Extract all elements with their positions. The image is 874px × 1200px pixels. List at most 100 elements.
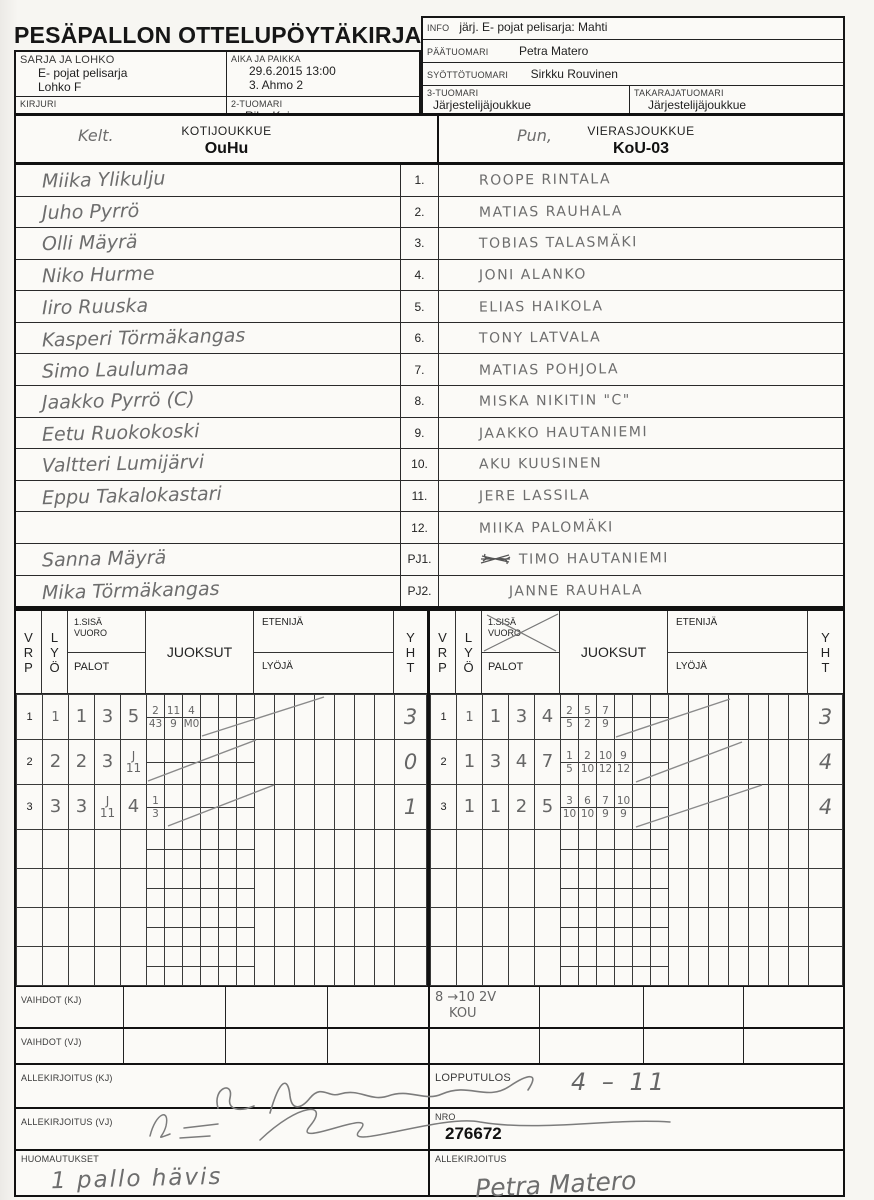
final-score: 4 – 11 bbox=[570, 1068, 669, 1096]
signature-vj-nro-row: ALLEKIRJOITUS (VJ) NRO 276672 bbox=[14, 1109, 845, 1151]
etenija-cell bbox=[688, 739, 709, 785]
vaihdot-cell bbox=[124, 987, 226, 1027]
lyo-column-header: L Y Ö bbox=[456, 611, 482, 693]
juoksut-cell bbox=[146, 739, 165, 785]
roster-number: 9. bbox=[400, 417, 439, 449]
kirjuri-label: KIRJURI bbox=[20, 99, 57, 109]
lopputulos-cell: LOPPUTULOS 4 – 11 bbox=[430, 1065, 843, 1107]
aika-value-1: 29.6.2015 13:00 bbox=[249, 64, 336, 78]
info-value: järj. E- pojat pelisarja: Mahti bbox=[459, 20, 608, 34]
syottotuomari-label: SYÖTTÖTUOMARI bbox=[427, 70, 509, 80]
juoksut-cell bbox=[236, 784, 255, 830]
tuomari3-label: 3-TUOMARI bbox=[427, 88, 479, 98]
home-score-grid: V R P L Y Ö 1.SISÄ VUORO PALOT JUOKSUT ET… bbox=[14, 608, 428, 988]
palot-cell: 4 bbox=[120, 784, 147, 830]
roster-number: 4. bbox=[400, 259, 439, 291]
vaihdot-cell bbox=[540, 1029, 644, 1063]
palot-cell: 1 bbox=[68, 694, 95, 740]
nro-cell: NRO 276672 bbox=[430, 1109, 843, 1149]
roster-number: 11. bbox=[400, 480, 439, 512]
roster-row-6: Kasperi Törmäkangas 6. TONY LATVALA bbox=[16, 322, 843, 355]
away-team-name: KoU-03 bbox=[612, 140, 669, 157]
vaihdot-note-cell: 8 →10 2V KOU bbox=[430, 987, 540, 1027]
vuoro-label: VUORO bbox=[74, 627, 108, 638]
away-player-name: MISKA NIKITIN "C" bbox=[478, 392, 631, 411]
yht-letter: T bbox=[821, 659, 830, 675]
match-number: 276672 bbox=[445, 1124, 502, 1143]
lyo-letter: Y bbox=[464, 644, 473, 660]
paatuomari-row: PÄÄTUOMARI Petra Matero bbox=[423, 40, 843, 63]
lyo-value: 1 bbox=[463, 795, 476, 817]
huomautukset-cell: HUOMAUTUKSET 1 pallo hävis bbox=[16, 1151, 430, 1195]
inning-total: 3 bbox=[818, 705, 833, 729]
roster-number: 3. bbox=[400, 228, 439, 259]
lyo-value: 3 bbox=[49, 795, 62, 817]
juoksut-cell bbox=[614, 694, 633, 740]
etenija-cell bbox=[788, 694, 809, 740]
away-player-name: TOBIAS TALASMÄKI bbox=[478, 234, 638, 253]
away-player-name: ELIAS HAIKOLA bbox=[478, 297, 604, 316]
juoksut-cell bbox=[650, 739, 669, 785]
vaihdot-vj-row: VAIHDOT (VJ) bbox=[14, 1029, 845, 1065]
palot-cell: J 11 bbox=[120, 739, 147, 785]
away-inning-row-empty bbox=[430, 907, 843, 947]
score-grid-area: V R P L Y Ö 1.SISÄ VUORO PALOT JUOKSUT ET… bbox=[14, 608, 845, 988]
etenija-cell bbox=[354, 739, 375, 785]
vuoro-label: VUORO bbox=[488, 627, 522, 638]
palot-cell: 3 bbox=[94, 694, 121, 740]
juoksut-cell: 2 10 bbox=[578, 739, 597, 785]
palot-cell: 3 bbox=[482, 739, 509, 785]
roster-row-4: Niko Hurme 4. JONI ALANKO bbox=[16, 259, 843, 292]
signature-kj-lopputulos-row: ALLEKIRJOITUS (KJ) LOPPUTULOS 4 – 11 bbox=[14, 1065, 845, 1109]
roster-number: 5. bbox=[400, 291, 439, 322]
etenija-cell bbox=[668, 694, 689, 740]
lyo-letter: Ö bbox=[49, 659, 60, 675]
juoksut-cell bbox=[632, 784, 651, 830]
juoksut-cell bbox=[164, 739, 183, 785]
etenija-cell bbox=[374, 694, 395, 740]
roster-row-11: Eppu Takalokastari 11. JERE LASSILA bbox=[16, 480, 843, 513]
vrp-letter: R bbox=[23, 644, 34, 660]
etenija-lyoja-header: ETENIJÄ LYÖJÄ bbox=[668, 611, 808, 693]
etenija-cell bbox=[254, 694, 275, 740]
juoksut-cell bbox=[182, 739, 201, 785]
home-player-name: Olli Mäyrä bbox=[41, 231, 138, 256]
etenija-cell bbox=[768, 784, 789, 830]
vaihdot-kj-label-cell: VAIHDOT (KJ) bbox=[16, 987, 124, 1027]
palot-cell: 3 bbox=[94, 739, 121, 785]
palot-label: PALOT bbox=[488, 660, 524, 673]
etenija-cell bbox=[748, 739, 769, 785]
etenija-label: ETENIJÄ bbox=[254, 612, 393, 653]
scribbled-out-text bbox=[480, 553, 511, 565]
lyo-letter: L bbox=[464, 629, 473, 645]
etenija-cell bbox=[294, 694, 315, 740]
roster-row-9: Eetu Ruokokoski 9. JAAKKO HAUTANIEMI bbox=[16, 417, 843, 450]
etenija-cell bbox=[708, 784, 729, 830]
away-player-name: AKU KUUSINEN bbox=[478, 455, 603, 474]
vaihdot-cell bbox=[430, 1029, 540, 1063]
lyo-value: 1 bbox=[51, 709, 60, 725]
home-player-name: Kasperi Törmäkangas bbox=[41, 324, 246, 352]
vrp-column-header: V R P bbox=[16, 611, 42, 693]
sarja-value-1: E- pojat pelisarja bbox=[38, 66, 128, 80]
lyo-value: 2 bbox=[49, 750, 62, 772]
away-inning-row-empty bbox=[430, 868, 843, 908]
palot-cell: 2 bbox=[508, 784, 535, 830]
yht-letter: H bbox=[405, 644, 416, 660]
home-player-name: Sanna Mäyrä bbox=[41, 546, 167, 572]
roster-row-12: 12. MIIKA PALOMÄKI bbox=[16, 512, 843, 544]
etenija-cell bbox=[728, 694, 749, 740]
juoksut-cell bbox=[182, 784, 201, 830]
home-player-name: Valtteri Lumijärvi bbox=[41, 451, 205, 478]
juoksut-cell: 9 12 bbox=[614, 739, 633, 785]
etenija-cell bbox=[708, 739, 729, 785]
inning-number: 2 bbox=[16, 739, 43, 785]
roster-number: 10. bbox=[400, 449, 439, 480]
vaihdot-cell bbox=[124, 1029, 226, 1063]
